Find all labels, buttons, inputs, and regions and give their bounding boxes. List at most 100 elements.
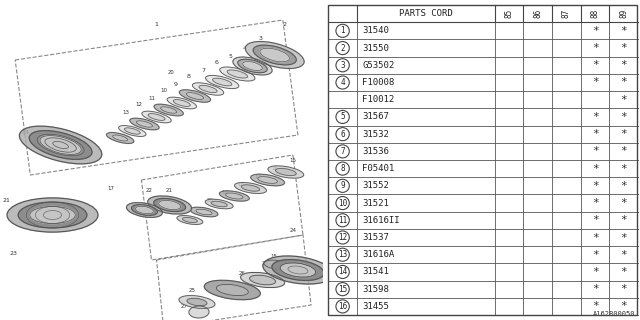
Text: PARTS CORD: PARTS CORD [399,9,452,18]
Ellipse shape [212,78,232,86]
Ellipse shape [216,284,248,296]
Text: *: * [591,77,598,87]
Text: *: * [591,233,598,243]
Text: 2: 2 [340,44,345,52]
Text: 31616II: 31616II [362,216,399,225]
Text: 31598: 31598 [362,285,389,294]
Text: 15: 15 [338,285,348,294]
Ellipse shape [40,136,81,155]
Text: 89: 89 [619,9,628,18]
Ellipse shape [173,100,190,106]
Ellipse shape [29,131,92,159]
Text: *: * [620,95,627,105]
Ellipse shape [136,206,154,214]
Ellipse shape [220,191,249,201]
Text: 3: 3 [259,36,262,41]
Text: 31552: 31552 [362,181,389,190]
Ellipse shape [130,118,159,130]
Text: 11: 11 [148,95,155,100]
Text: 25: 25 [262,261,269,266]
Text: 88: 88 [591,9,600,18]
Text: *: * [620,215,627,225]
Text: *: * [620,112,627,122]
Ellipse shape [260,48,289,62]
Ellipse shape [272,260,324,280]
Ellipse shape [250,275,276,285]
Text: 13: 13 [123,109,130,115]
Ellipse shape [7,198,98,232]
Ellipse shape [18,202,87,228]
Text: 17: 17 [254,174,261,179]
Ellipse shape [190,207,218,217]
Text: 85: 85 [505,9,514,18]
Ellipse shape [280,263,316,277]
Ellipse shape [127,203,163,217]
Text: *: * [591,43,598,53]
Text: *: * [620,164,627,174]
Ellipse shape [179,296,215,308]
Ellipse shape [199,85,217,92]
Text: 6: 6 [340,130,345,139]
Text: *: * [620,284,627,294]
Ellipse shape [205,199,233,209]
Ellipse shape [177,216,203,224]
Text: 15: 15 [289,158,296,163]
Text: *: * [620,181,627,191]
Text: 31550: 31550 [362,44,389,52]
Ellipse shape [148,196,191,214]
Ellipse shape [211,201,227,207]
Text: 31540: 31540 [362,26,389,35]
Ellipse shape [154,104,183,116]
Text: 12: 12 [135,102,142,108]
Ellipse shape [243,61,262,70]
Text: F10012: F10012 [362,95,394,104]
Ellipse shape [268,166,304,178]
Ellipse shape [263,256,333,284]
Ellipse shape [205,76,239,89]
Text: 31536: 31536 [362,147,389,156]
Text: 14: 14 [21,130,29,134]
Text: 24: 24 [289,228,296,233]
Ellipse shape [258,177,278,183]
Ellipse shape [179,90,211,102]
Text: *: * [591,60,598,70]
Text: 4: 4 [243,45,246,51]
Text: 10: 10 [338,198,348,208]
Text: 1: 1 [340,26,345,35]
Text: *: * [620,129,627,139]
Ellipse shape [167,97,196,109]
Text: 22: 22 [146,188,153,193]
Ellipse shape [220,67,255,81]
Ellipse shape [253,45,296,65]
Ellipse shape [196,209,212,215]
Text: 23: 23 [9,251,17,256]
Ellipse shape [226,193,243,199]
Ellipse shape [159,200,180,210]
Text: 31532: 31532 [362,130,389,139]
Ellipse shape [193,83,224,95]
Text: 7: 7 [201,68,205,73]
Ellipse shape [124,128,140,134]
Text: A162B00050: A162B00050 [593,311,635,317]
Ellipse shape [136,121,152,127]
Ellipse shape [30,206,76,224]
Text: *: * [591,198,598,208]
Ellipse shape [113,135,128,141]
Ellipse shape [154,198,186,212]
Text: 11: 11 [338,216,348,225]
Text: F10008: F10008 [362,78,394,87]
Text: F05401: F05401 [362,164,394,173]
Text: 18: 18 [237,182,244,187]
Text: *: * [620,267,627,277]
Text: 31616A: 31616A [362,250,394,259]
Text: 1: 1 [155,22,159,28]
Text: *: * [620,301,627,311]
Text: 20: 20 [167,69,174,75]
Text: *: * [591,215,598,225]
Text: *: * [591,181,598,191]
Ellipse shape [251,174,285,186]
Text: *: * [620,26,627,36]
Text: 4: 4 [340,78,345,87]
Ellipse shape [241,272,285,288]
Text: *: * [591,301,598,311]
